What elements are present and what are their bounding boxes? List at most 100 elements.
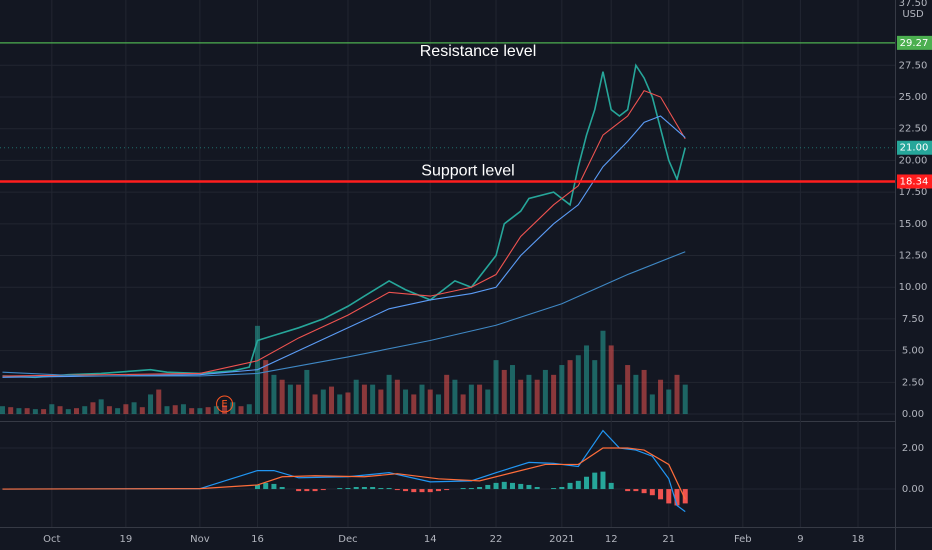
macd-histogram-bar <box>468 488 474 490</box>
event-marker-label: E <box>221 399 227 410</box>
y-tick-label: 0.00 <box>902 409 924 420</box>
volume-bar <box>633 374 639 415</box>
volume-bar <box>559 365 565 415</box>
volume-bar <box>345 392 351 415</box>
volume-bar <box>148 394 154 415</box>
price-tag <box>897 35 932 50</box>
volume-bar <box>312 394 318 415</box>
x-tick-label: 9 <box>797 534 803 545</box>
y-tick-label: 25.00 <box>899 92 928 103</box>
volume-bar <box>90 402 96 415</box>
volume-bar <box>682 384 688 415</box>
volume-bar <box>435 394 441 415</box>
volume-bar <box>279 379 285 415</box>
volume-bar <box>82 406 88 415</box>
volume-bar <box>337 394 343 415</box>
macd-histogram-bar <box>411 489 417 493</box>
macd-histogram-bar <box>353 487 359 490</box>
volume-bar <box>444 374 450 415</box>
volume-bar <box>180 404 186 415</box>
volume-bar <box>477 384 483 415</box>
y-tick-label: 20.00 <box>899 155 928 166</box>
x-tick-label: 21 <box>662 534 675 545</box>
volume-bar <box>8 407 14 415</box>
macd-histogram-bar <box>658 489 664 500</box>
volume-bar <box>238 406 244 415</box>
volume-bar <box>485 389 491 415</box>
macd-histogram-bar <box>682 489 688 504</box>
macd-histogram-bar <box>674 489 680 506</box>
volume-bar <box>222 405 228 415</box>
macd-line <box>2 429 686 513</box>
volume-bar <box>197 408 203 415</box>
volume-bar <box>526 374 532 415</box>
macd-histogram-bar <box>600 471 606 490</box>
macd-histogram-bar <box>271 483 277 490</box>
macd-histogram-bar <box>279 487 285 490</box>
macd-histogram-bar <box>526 484 532 490</box>
macd-histogram-bar <box>493 482 499 490</box>
macd-histogram-bar <box>608 482 614 490</box>
y-tick-label: 27.50 <box>899 60 928 71</box>
y-tick-label: 15.00 <box>899 219 928 230</box>
volume-bar <box>509 365 515 415</box>
macd-histogram-bar <box>460 488 466 490</box>
volume-bar <box>0 406 5 415</box>
volume-bar <box>164 406 170 415</box>
price-tag-label: 18.34 <box>900 176 929 187</box>
macd-histogram-bar <box>567 482 573 490</box>
x-tick-label: 14 <box>424 534 437 545</box>
volume-bar <box>156 389 162 415</box>
volume-bar <box>172 405 178 415</box>
y-tick-label: 2.00 <box>902 443 924 454</box>
volume-bar <box>329 386 335 415</box>
volume-bar <box>468 384 474 415</box>
volume-bar <box>115 408 121 415</box>
axis-unit: USD <box>902 9 924 20</box>
macd-histogram-bar <box>625 489 631 492</box>
macd-line <box>2 447 686 500</box>
macd-histogram-bar <box>649 489 655 496</box>
macd-histogram-bar <box>485 484 491 490</box>
macd-histogram-bar <box>477 487 483 490</box>
volume-bar <box>49 404 55 415</box>
macd-histogram-bar <box>444 489 450 491</box>
volume-bar <box>649 394 655 415</box>
x-tick-label: 12 <box>605 534 618 545</box>
level-annotation: Resistance level <box>420 43 537 60</box>
volume-bar <box>386 374 392 415</box>
price-tag <box>897 140 932 155</box>
volume-bar <box>452 379 458 415</box>
volume-bar <box>567 360 573 415</box>
macd-histogram-bar <box>666 489 672 504</box>
x-tick-label: 22 <box>490 534 503 545</box>
volume-bar <box>641 369 647 415</box>
macd-histogram-bar <box>378 488 384 490</box>
volume-bar <box>674 374 680 415</box>
volume-bar <box>608 345 614 415</box>
macd-histogram-bar <box>386 488 392 490</box>
volume-bar <box>65 409 71 415</box>
price-tag <box>897 174 932 189</box>
level-annotation: Support level <box>421 163 514 180</box>
volume-bar <box>74 408 80 415</box>
volume-bar <box>263 360 269 415</box>
macd-histogram-bar <box>592 472 598 490</box>
x-tick-label: Oct <box>43 534 60 545</box>
volume-bar <box>16 408 22 415</box>
volume-bar <box>246 404 252 415</box>
macd-histogram-bar <box>345 488 351 490</box>
series-line <box>2 115 686 378</box>
volume-bar <box>419 384 425 415</box>
volume-bar <box>600 330 606 415</box>
price-tag-label: 21.00 <box>900 143 929 154</box>
x-tick-label: 18 <box>852 534 865 545</box>
x-tick-label: Dec <box>338 534 357 545</box>
volume-bar <box>57 406 63 415</box>
macd-histogram-bar <box>427 489 433 493</box>
volume-bar <box>370 384 376 415</box>
volume-bar <box>403 389 409 415</box>
x-tick-label: 2021 <box>549 534 574 545</box>
